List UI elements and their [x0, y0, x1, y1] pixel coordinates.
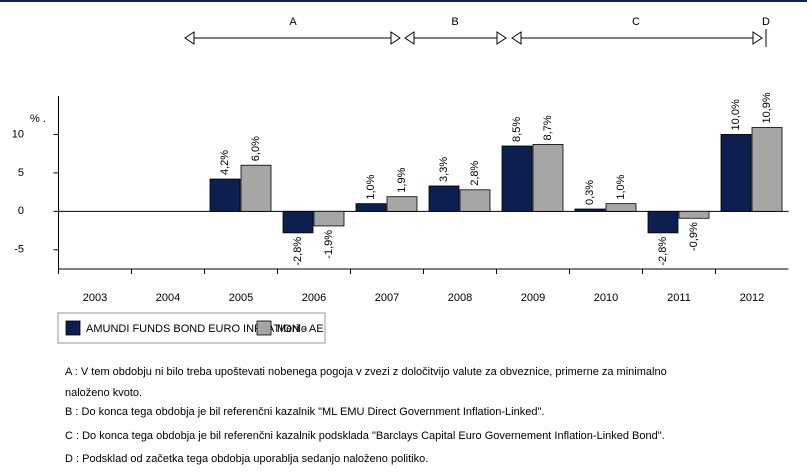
arrow-head	[390, 31, 401, 45]
value-label: -2,8%	[657, 237, 669, 266]
y-tick-label: -5	[14, 244, 24, 256]
note: D : Podsklad od začetka tega obdobja upo…	[65, 453, 428, 465]
bar	[720, 134, 752, 212]
x-tick-label: 2003	[83, 292, 107, 304]
value-label: 8,7%	[542, 115, 554, 140]
arrow-head	[511, 31, 522, 45]
value-label: 1,0%	[615, 174, 627, 199]
legend-label: Merilo	[277, 323, 307, 335]
value-label: 4,2%	[219, 150, 231, 175]
bar	[532, 144, 564, 212]
note: A : V tem obdobju ni bilo treba upošteva…	[65, 366, 667, 378]
bar	[209, 178, 241, 212]
value-label: -2,8%	[292, 237, 304, 266]
value-label: 10,0%	[730, 99, 742, 130]
period-label: C	[632, 16, 640, 28]
note: naloženo kvoto.	[65, 387, 142, 399]
arrow-head	[184, 31, 195, 45]
value-label: 1,9%	[396, 167, 408, 192]
x-tick-label: 2009	[521, 292, 545, 304]
bar	[282, 210, 314, 234]
x-tick-label: 2006	[302, 292, 326, 304]
bar	[459, 189, 491, 212]
top-rule	[0, 0, 807, 2]
x-tick-label: 2011	[667, 292, 691, 304]
x-tick-label: 2004	[156, 292, 180, 304]
value-label: -1,9%	[323, 230, 335, 259]
value-label: 2,8%	[469, 161, 481, 186]
note: B : Do konca tega obdobja je bil referen…	[65, 406, 544, 418]
value-label: 10,9%	[761, 92, 773, 123]
y-tick-label: 0	[18, 205, 24, 217]
arrow-head	[752, 31, 763, 45]
period-label: B	[451, 16, 458, 28]
x-tick-label: 2010	[594, 292, 618, 304]
bar	[501, 145, 533, 212]
value-label: 8,5%	[511, 117, 523, 142]
bar	[605, 203, 637, 212]
bar	[678, 210, 710, 219]
value-label: -0,9%	[688, 222, 700, 251]
arrow-head	[404, 31, 415, 45]
y-tick-label: 5	[18, 167, 24, 179]
legend-box	[57, 312, 326, 344]
x-tick-label: 2008	[448, 292, 472, 304]
y-unit-label: % .	[30, 113, 46, 125]
period-label: A	[289, 16, 297, 28]
legend-swatch	[65, 320, 81, 336]
x-tick-label: 2005	[229, 292, 253, 304]
note: C : Do konca tega obdobja je bil referen…	[65, 430, 665, 442]
arrow-head	[496, 31, 507, 45]
x-tick-label: 2012	[740, 292, 764, 304]
bar	[647, 210, 679, 234]
bar	[240, 164, 272, 212]
bar	[386, 196, 418, 212]
value-label: 0,3%	[584, 180, 596, 205]
bar	[574, 208, 606, 212]
value-label: 1,0%	[365, 174, 377, 199]
bar	[313, 210, 345, 227]
bar	[428, 185, 460, 212]
legend-swatch	[256, 320, 272, 336]
value-label: 3,3%	[438, 157, 450, 182]
x-tick-label: 2007	[375, 292, 399, 304]
y-tick-label: 10	[12, 128, 24, 140]
bar	[355, 203, 387, 212]
bar	[751, 127, 783, 212]
value-label: 6,0%	[250, 136, 262, 161]
period-label: D	[762, 16, 770, 28]
